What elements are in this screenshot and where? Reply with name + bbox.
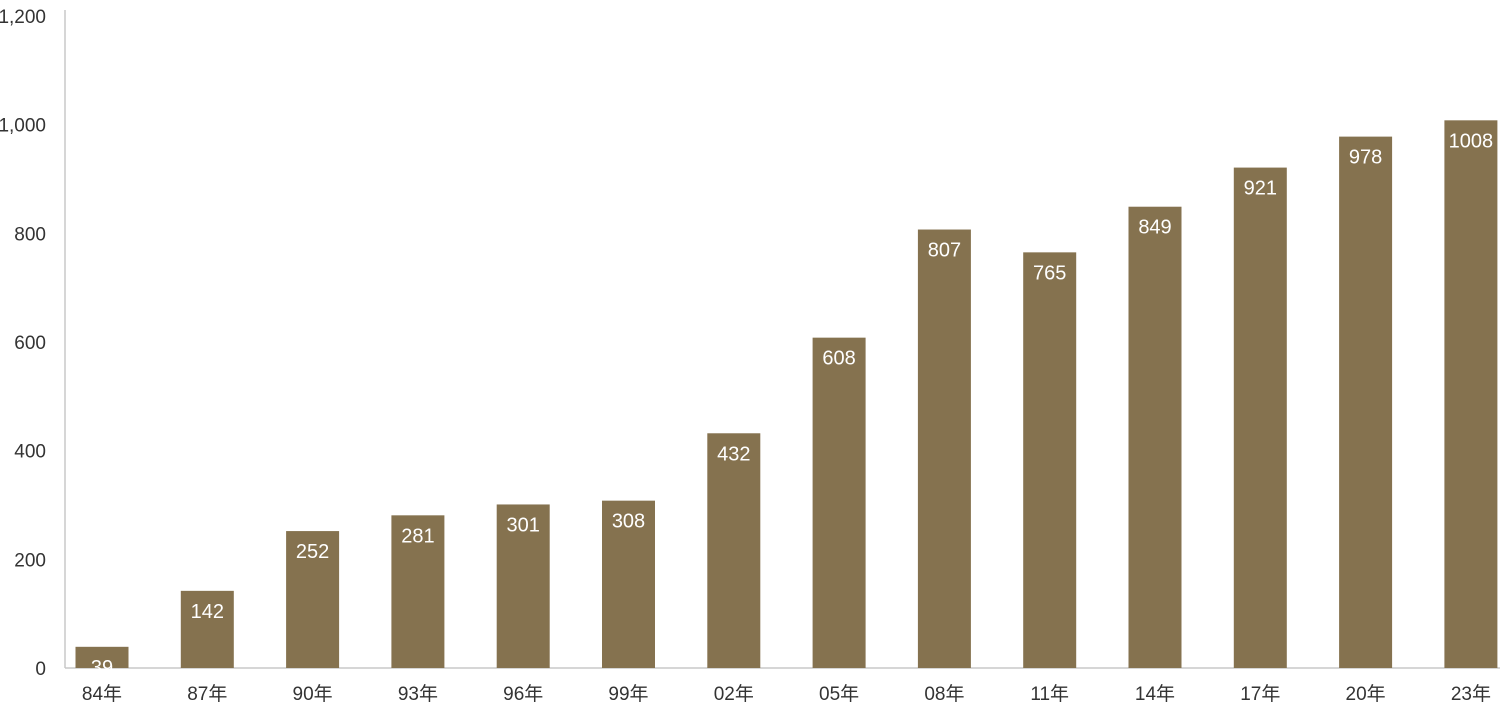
x-tick-label: 99年 [608,683,648,705]
x-tick-label: 93年 [398,683,438,705]
bar [1128,206,1182,668]
bar-data-label: 432 [717,443,750,465]
y-tick-label: 400 [14,442,46,463]
x-axis-labels: 84年 87年 90年 93年 96年 99年 02年 05年 08年 11年 14年 17年 20年 2… [82,683,1491,705]
bar-data-label: 301 [507,514,540,536]
bar [180,590,234,668]
bar [707,433,761,668]
bar-data-label: 1008 [1449,130,1494,152]
x-tick-label: 20年 [1346,683,1386,705]
bar-data-label: 252 [296,541,329,563]
y-tick-label: 800 [14,224,46,245]
x-tick-label: 84年 [82,683,122,705]
y-axis-ticks: 0 200 400 600 800 1,000 1,200 [0,7,46,680]
y-tick-label: 600 [14,333,46,354]
bar-data-label: 765 [1033,262,1066,284]
bar-data-label: 608 [822,348,855,370]
bar [917,229,971,668]
bar [812,337,866,668]
y-tick-label: 0 [35,659,46,680]
bar-data-label: 978 [1349,147,1382,169]
bar [602,500,655,668]
x-tick-label: 23年 [1451,683,1491,705]
bar [1233,167,1287,668]
x-tick-label: 87年 [187,683,227,705]
bar [1023,252,1077,668]
bars-group: 39 142 252 281 301 308 432 608 807 765 849 921 978 10… [75,120,1498,679]
y-tick-label: 1,000 [0,116,46,137]
x-tick-label: 14年 [1135,683,1175,705]
bar [391,515,445,668]
bar-data-label: 142 [191,601,224,623]
x-tick-label: 05年 [819,683,859,705]
x-tick-label: 96年 [503,683,543,705]
x-tick-label: 08年 [924,683,964,705]
bar [286,531,340,668]
x-tick-label: 11年 [1030,683,1069,705]
bar-data-label: 39 [91,657,113,679]
bar-data-label: 281 [401,525,434,547]
bar-data-label: 849 [1138,217,1171,239]
bar-data-label: 807 [928,240,961,262]
bar-data-label: 921 [1244,178,1277,200]
x-tick-label: 02年 [714,683,754,705]
y-tick-label: 1,200 [0,7,46,28]
bar [496,504,550,668]
y-tick-label: 200 [14,550,46,571]
x-tick-label: 90年 [293,683,333,705]
bar [1339,136,1393,668]
x-tick-label: 17年 [1240,683,1280,705]
bar [1444,120,1498,668]
bar-data-label: 308 [612,511,645,533]
bar [75,646,129,668]
